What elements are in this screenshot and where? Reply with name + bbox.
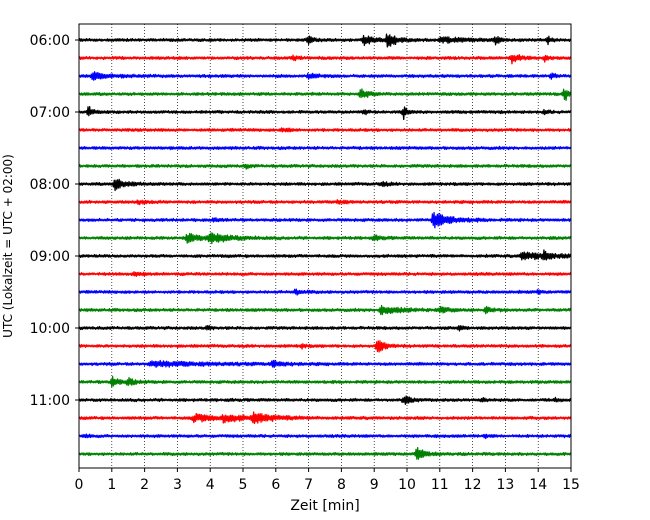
y-tick-label: 11:00: [30, 393, 70, 409]
x-tick-label: 8: [337, 477, 346, 493]
x-tick-label: 13: [496, 477, 514, 493]
trace-0830: [78, 211, 572, 229]
y-tick-label: 09:00: [30, 249, 70, 265]
x-tick-label: 10: [398, 477, 416, 493]
x-tick-label: 2: [140, 477, 149, 493]
x-tick-label: 6: [271, 477, 280, 493]
x-axis-label: Zeit [min]: [290, 498, 359, 514]
plot-frame: [78, 23, 572, 469]
trace-0745: [78, 163, 572, 170]
y-tick-label: 10:00: [30, 321, 70, 337]
x-tick-label: 12: [464, 477, 482, 493]
trace-0815: [78, 199, 572, 206]
y-tick-label: 07:00: [30, 105, 70, 121]
y-axis: 06:00 07:00 08:00 09:00 10:00 11:00: [30, 33, 79, 409]
x-tick-label: 14: [529, 477, 547, 493]
grid-lines: [111, 24, 539, 468]
trace-0930: [78, 288, 572, 296]
x-tick-label: 7: [304, 477, 313, 493]
x-tick-label: 4: [206, 477, 215, 493]
trace-1045: [78, 375, 572, 388]
trace-0730: [78, 145, 572, 151]
trace-0630: [78, 71, 572, 81]
trace-group: [78, 33, 572, 460]
y-axis-label: UTC (Lokalzeit = UTC + 02:00): [1, 154, 15, 338]
x-tick-label: 5: [239, 477, 248, 493]
trace-0900: [78, 249, 572, 261]
x-tick-label: 9: [370, 477, 379, 493]
trace-0615: [78, 54, 572, 65]
trace-0845: [78, 232, 572, 245]
trace-1030: [78, 359, 572, 369]
x-tick-label: 1: [107, 477, 116, 493]
x-tick-label: 3: [173, 477, 182, 493]
y-tick-label: 06:00: [30, 33, 70, 49]
trace-1115: [78, 411, 572, 425]
trace-1145: [78, 447, 572, 460]
trace-0700: [78, 106, 572, 121]
trace-0915: [78, 271, 572, 277]
x-axis: 0 1 2 3 4 5 6 7 8 9 10 11 12 13 14 15: [75, 468, 580, 493]
trace-1100: [78, 395, 572, 405]
trace-0715: [78, 127, 572, 133]
trace-0800: [78, 178, 572, 192]
trace-1000: [78, 324, 572, 332]
trace-0600: [78, 33, 572, 48]
y-tick-label: 08:00: [30, 177, 70, 193]
x-tick-label: 0: [75, 477, 84, 493]
trace-1130: [78, 433, 572, 440]
trace-1015: [78, 340, 572, 353]
trace-0945: [78, 304, 572, 316]
x-tick-label: 11: [431, 477, 449, 493]
x-tick-label: 15: [562, 477, 580, 493]
trace-0645: [78, 88, 572, 101]
